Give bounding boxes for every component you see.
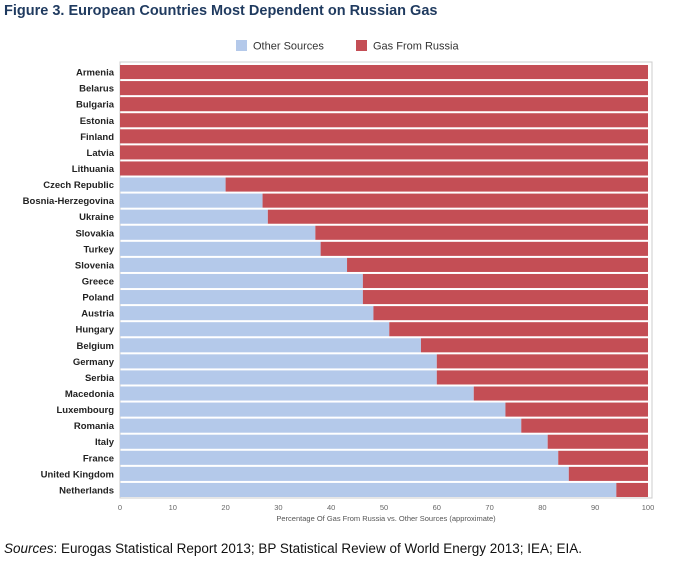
bar-gas-from-russia-netherlands bbox=[616, 482, 648, 497]
bar-gas-from-russia-austria bbox=[373, 306, 648, 321]
category-labels: Armenia Belarus Bulgaria Estonia Finland Latv… bbox=[23, 68, 115, 497]
legend-swatch bbox=[356, 40, 367, 51]
x-tick-label: 20 bbox=[221, 503, 229, 512]
category-label: United Kingdom bbox=[41, 469, 114, 480]
bar-gas-from-russia-luxembourg bbox=[505, 402, 648, 417]
bar-other-sources-slovenia bbox=[120, 257, 348, 272]
bar-gas-from-russia-slovakia bbox=[315, 225, 648, 240]
bars-group bbox=[120, 65, 648, 497]
category-label: France bbox=[83, 453, 114, 464]
bar-other-sources-luxembourg bbox=[120, 402, 506, 417]
bar-other-sources-united-kingdom bbox=[120, 466, 569, 481]
bar-other-sources-romania bbox=[120, 418, 522, 433]
x-tick-label: 70 bbox=[485, 503, 493, 512]
x-tick-label: 0 bbox=[118, 503, 122, 512]
x-tick-label: 100 bbox=[642, 503, 655, 512]
bar-other-sources-germany bbox=[120, 354, 437, 369]
bar-other-sources-macedonia bbox=[120, 386, 474, 401]
bar-gas-from-russia-bulgaria bbox=[120, 97, 648, 112]
bar-other-sources-bosnia-herzegovina bbox=[120, 193, 263, 208]
category-label: Serbia bbox=[85, 373, 115, 384]
bar-gas-from-russia-ukraine bbox=[267, 209, 648, 224]
bar-other-sources-hungary bbox=[120, 322, 390, 337]
bar-other-sources-turkey bbox=[120, 241, 321, 256]
category-label: Bulgaria bbox=[76, 100, 115, 111]
legend-swatch bbox=[236, 40, 247, 51]
bar-gas-from-russia-greece bbox=[362, 273, 648, 289]
bar-gas-from-russia-united-kingdom bbox=[568, 466, 648, 481]
bar-other-sources-slovakia bbox=[120, 225, 316, 240]
bar-gas-from-russia-turkey bbox=[320, 241, 648, 256]
category-label: Hungary bbox=[75, 325, 114, 336]
category-label: Slovakia bbox=[75, 228, 114, 239]
bar-gas-from-russia-slovenia bbox=[347, 257, 648, 272]
bar-gas-from-russia-latvia bbox=[120, 145, 648, 160]
bar-gas-from-russia-czech-republic bbox=[225, 177, 648, 192]
bar-gas-from-russia-hungary bbox=[389, 322, 648, 337]
x-tick-label: 90 bbox=[591, 503, 599, 512]
category-label: Armenia bbox=[76, 68, 115, 79]
legend: Other Sources Gas From Russia bbox=[236, 40, 459, 53]
bar-other-sources-czech-republic bbox=[120, 177, 226, 192]
figure-title: Figure 3. European Countries Most Depend… bbox=[4, 3, 438, 19]
category-label: Greece bbox=[82, 277, 114, 288]
bar-other-sources-serbia bbox=[120, 370, 437, 385]
legend-label: Other Sources bbox=[253, 41, 324, 53]
bar-gas-from-russia-finland bbox=[120, 129, 648, 144]
category-label: Ukraine bbox=[79, 212, 114, 223]
bar-other-sources-greece bbox=[120, 273, 363, 289]
legend-label: Gas From Russia bbox=[373, 41, 459, 53]
bar-gas-from-russia-serbia bbox=[436, 370, 648, 385]
category-label: Netherlands bbox=[59, 485, 114, 496]
x-axis-label: Percentage Of Gas From Russia vs. Other … bbox=[276, 514, 496, 523]
category-label: Poland bbox=[82, 293, 114, 304]
bar-gas-from-russia-lithuania bbox=[120, 161, 648, 176]
bar-other-sources-belgium bbox=[120, 338, 421, 353]
category-label: Macedonia bbox=[65, 389, 115, 400]
stacked-bar-chart: Armenia Belarus Bulgaria Estonia Finland Latv… bbox=[23, 40, 654, 523]
category-label: Belarus bbox=[79, 84, 114, 95]
bar-other-sources-france bbox=[120, 450, 559, 465]
bar-gas-from-russia-belgium bbox=[420, 338, 648, 353]
category-label: Finland bbox=[80, 132, 114, 143]
bar-gas-from-russia-germany bbox=[436, 354, 648, 369]
x-tick-label: 10 bbox=[169, 503, 177, 512]
bar-gas-from-russia-estonia bbox=[120, 113, 648, 128]
category-label: Romania bbox=[74, 421, 115, 432]
source-note: Sources: Eurogas Statistical Report 2013… bbox=[4, 541, 582, 556]
bar-gas-from-russia-belarus bbox=[120, 81, 648, 96]
bar-gas-from-russia-armenia bbox=[120, 65, 648, 80]
source-label: Sources bbox=[4, 541, 54, 556]
category-label: Luxembourg bbox=[56, 405, 114, 416]
x-tick-label: 50 bbox=[380, 503, 388, 512]
x-tick-label: 30 bbox=[274, 503, 282, 512]
category-label: Bosnia-Herzegovina bbox=[23, 196, 115, 207]
x-tick-label: 80 bbox=[538, 503, 546, 512]
bar-other-sources-ukraine bbox=[120, 209, 268, 224]
category-label: Italy bbox=[95, 437, 115, 448]
bar-other-sources-netherlands bbox=[120, 482, 617, 497]
category-label: Germany bbox=[73, 357, 115, 368]
bar-gas-from-russia-romania bbox=[521, 418, 648, 433]
bar-other-sources-italy bbox=[120, 434, 548, 449]
category-label: Slovenia bbox=[75, 260, 115, 271]
x-axis-ticks: 0 10 20 30 40 50 60 70 80 90 100 bbox=[118, 503, 654, 512]
bar-gas-from-russia-poland bbox=[362, 290, 648, 305]
bar-gas-from-russia-macedonia bbox=[473, 386, 648, 401]
bar-other-sources-poland bbox=[120, 290, 363, 305]
bar-gas-from-russia-bosnia-herzegovina bbox=[262, 193, 648, 208]
bar-gas-from-russia-france bbox=[558, 450, 648, 465]
category-label: Czech Republic bbox=[43, 180, 114, 191]
category-label: Lithuania bbox=[72, 164, 115, 175]
category-label: Belgium bbox=[77, 341, 114, 352]
category-label: Turkey bbox=[84, 244, 115, 255]
x-tick-label: 40 bbox=[327, 503, 335, 512]
category-label: Estonia bbox=[80, 116, 115, 127]
source-text: : Eurogas Statistical Report 2013; BP St… bbox=[53, 541, 583, 556]
bar-gas-from-russia-italy bbox=[547, 434, 648, 449]
x-tick-label: 60 bbox=[433, 503, 441, 512]
category-label: Latvia bbox=[87, 148, 115, 159]
bar-other-sources-austria bbox=[120, 306, 374, 321]
category-label: Austria bbox=[81, 309, 114, 320]
